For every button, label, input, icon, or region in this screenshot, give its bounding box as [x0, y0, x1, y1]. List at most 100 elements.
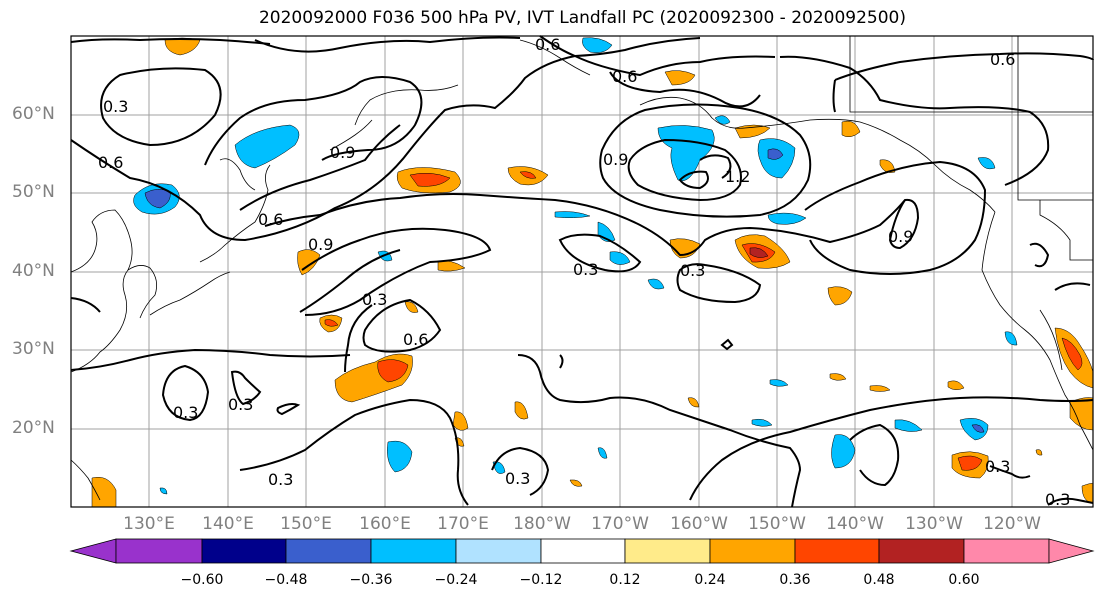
- colorbar-tick-label: −0.24: [434, 572, 478, 588]
- coastline: [639, 96, 746, 129]
- contour-label: 0.9: [330, 143, 355, 162]
- colorbar-swatch: [370, 538, 457, 564]
- contour-line: [888, 198, 920, 250]
- pv-area: [1061, 337, 1083, 371]
- coastline: [70, 209, 133, 373]
- coastline: [744, 118, 996, 213]
- contour-label: 1.2: [725, 167, 750, 186]
- contour-line: [559, 354, 564, 369]
- lon-label: 160°W: [670, 514, 728, 534]
- grid: [71, 36, 1093, 507]
- lon-label: 150°W: [748, 514, 806, 534]
- pv-area: [827, 286, 853, 306]
- colorbar: [69, 538, 1095, 564]
- colorbar-swatch: [794, 538, 880, 564]
- colorbar-swatch: [115, 538, 203, 564]
- contour-line: [230, 370, 262, 406]
- contour-line: [344, 304, 373, 373]
- lon-label: 170°E: [437, 514, 489, 534]
- contour-line: [100, 67, 222, 147]
- pv-area: [879, 159, 896, 173]
- pv-area: [582, 37, 613, 53]
- contour-line: [689, 396, 1094, 501]
- contour-label: 0.9: [888, 227, 913, 246]
- contour-label: 0.6: [258, 210, 283, 229]
- colorbar-swatch: [285, 538, 372, 564]
- pv-area: [452, 411, 469, 431]
- lat-label: 30°N: [12, 339, 55, 359]
- contour-label: 0.6: [990, 50, 1015, 69]
- contour-line: [558, 233, 642, 273]
- contour-line: [989, 465, 1031, 479]
- pv-area: [664, 70, 696, 86]
- contour-line: [832, 79, 836, 113]
- lon-label: 140°E: [202, 514, 254, 534]
- coastline: [354, 84, 459, 126]
- contour-label: 0.3: [680, 261, 705, 280]
- pv-area: [234, 124, 300, 169]
- pv-area: [647, 278, 665, 290]
- colorbar-swatch: [878, 538, 965, 564]
- colorbar-tick-label: 0.36: [779, 572, 811, 588]
- contour-line: [678, 170, 709, 190]
- colorbar-tick-label: 0.60: [948, 572, 980, 588]
- coastline: [219, 158, 256, 191]
- pv-area: [387, 440, 413, 473]
- coastline: [519, 39, 591, 76]
- contour-line: [276, 403, 301, 416]
- contour-line: [491, 446, 550, 496]
- coastline: [1039, 309, 1063, 371]
- colorbar-max-extend: [1048, 538, 1095, 564]
- pv-area: [947, 380, 965, 390]
- pv-area: [91, 477, 117, 508]
- pv-area: [714, 115, 731, 125]
- coastline: [329, 119, 373, 151]
- colorbar-swatch: [540, 538, 626, 564]
- colorbar-swatch: [455, 538, 542, 564]
- colorbar-swatch: [963, 538, 1050, 564]
- pv-area: [767, 212, 807, 225]
- lat-label: 40°N: [12, 261, 55, 281]
- pv-area: [324, 319, 339, 327]
- coastline: [70, 459, 101, 501]
- colorbar-tick-label: 0.24: [694, 572, 726, 588]
- pv-area: [514, 401, 529, 420]
- pv-area: [687, 397, 700, 408]
- colorbar-min-extend: [69, 538, 117, 564]
- lon-label: 130°E: [123, 514, 175, 534]
- contour-line: [70, 55, 576, 242]
- contour-line: [1029, 242, 1050, 268]
- pv-area: [957, 455, 983, 471]
- lon-label: 130°W: [905, 514, 963, 534]
- colorbar-tick-label: −0.12: [519, 572, 563, 588]
- coastlines: [70, 36, 1094, 501]
- contour-line: [574, 37, 701, 57]
- coastline: [1039, 200, 1093, 261]
- pv-area: [767, 148, 784, 160]
- colorbar-swatch: [201, 538, 287, 564]
- pv-area: [749, 247, 769, 258]
- pv-area: [164, 37, 201, 56]
- lon-label: 150°E: [280, 514, 332, 534]
- contour-label: 0.3: [228, 395, 253, 414]
- lon-label: 160°E: [359, 514, 411, 534]
- colorbar-swatch: [624, 538, 711, 564]
- pv-area: [1004, 331, 1018, 346]
- contour-line: [70, 38, 271, 45]
- pv-area: [831, 434, 856, 469]
- contour-line: [161, 364, 210, 422]
- coastline: [849, 36, 1093, 113]
- contour-line: [299, 249, 401, 313]
- colorbar-tick-label: −0.48: [264, 572, 308, 588]
- contour-line: [720, 338, 734, 351]
- pv-area: [829, 373, 847, 381]
- pv-area: [971, 424, 985, 433]
- pc-contours: [70, 35, 1094, 508]
- colorbar-tick-label: −0.36: [349, 572, 393, 588]
- contour-line: [301, 227, 492, 316]
- contour-line: [70, 297, 101, 313]
- contour-label: 0.9: [603, 150, 628, 169]
- contour-label: 0.3: [505, 469, 530, 488]
- contour-label: 0.3: [1045, 490, 1070, 509]
